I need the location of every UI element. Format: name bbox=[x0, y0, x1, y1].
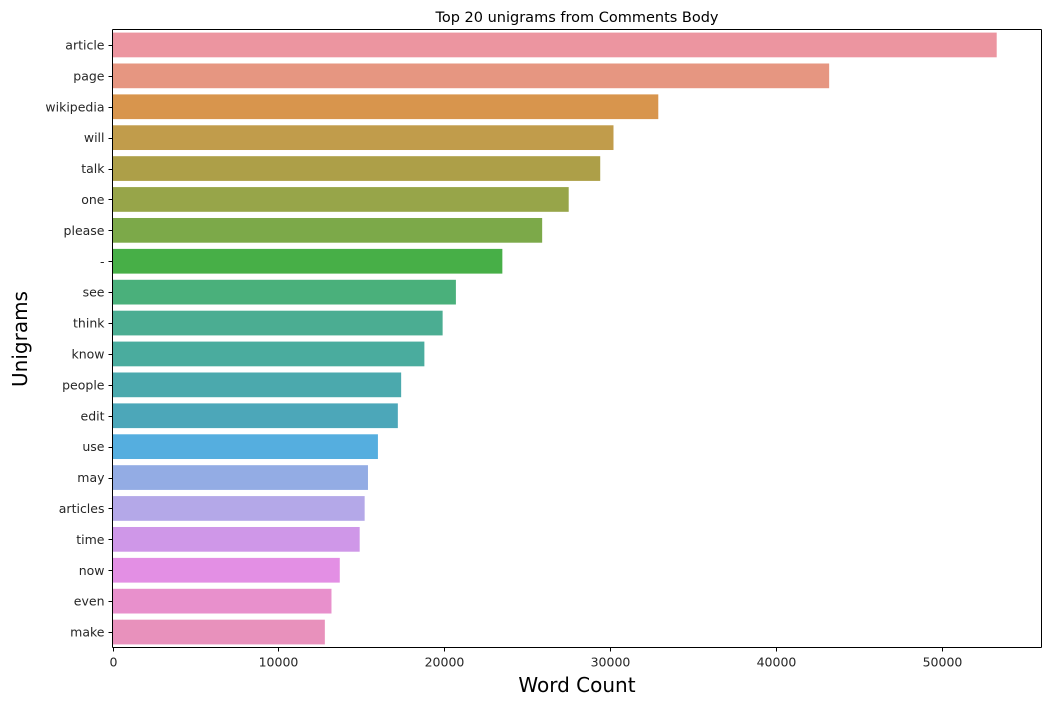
y-tick-label: even bbox=[74, 594, 105, 609]
y-tick-label: talk bbox=[81, 161, 105, 176]
y-tick-label: articles bbox=[59, 501, 105, 516]
bar-17 bbox=[112, 526, 360, 552]
bar-11 bbox=[112, 341, 425, 367]
bar-9 bbox=[112, 279, 456, 305]
bars-layer bbox=[112, 32, 997, 645]
bar-19 bbox=[112, 588, 332, 614]
y-tick-label: page bbox=[73, 68, 105, 83]
bar-12 bbox=[112, 372, 402, 398]
bar-6 bbox=[112, 187, 569, 212]
y-tick-label: use bbox=[82, 439, 104, 454]
x-axis-title: Word Count bbox=[518, 673, 635, 697]
y-tick-label: please bbox=[64, 223, 105, 238]
bar-5 bbox=[112, 156, 601, 181]
y-tick-label: people bbox=[62, 377, 105, 392]
y-tick-label: know bbox=[71, 346, 104, 361]
y-tick-labels: article page wikipedia will talk one please - se… bbox=[45, 37, 113, 640]
bar-4 bbox=[112, 125, 614, 151]
x-tick-label: 20000 bbox=[425, 655, 465, 670]
bar-16 bbox=[112, 496, 365, 521]
bar-10 bbox=[112, 310, 443, 336]
x-tick-label: 40000 bbox=[757, 655, 797, 670]
x-tick-label: 30000 bbox=[591, 655, 631, 670]
bar-8 bbox=[112, 248, 503, 274]
bar-3 bbox=[112, 94, 659, 120]
y-tick-label: article bbox=[65, 37, 105, 52]
chart-title: Top 20 unigrams from Comments Body bbox=[434, 10, 718, 26]
y-tick-label: one bbox=[81, 192, 105, 207]
y-tick-label: see bbox=[83, 285, 105, 300]
y-tick-label: now bbox=[79, 563, 105, 578]
bar-20 bbox=[112, 619, 325, 645]
y-tick-label: may bbox=[77, 470, 105, 485]
y-tick-label: edit bbox=[81, 408, 105, 423]
y-tick-label: time bbox=[76, 532, 105, 547]
bar-15 bbox=[112, 465, 368, 490]
bar-2 bbox=[112, 63, 830, 89]
y-tick-label: think bbox=[73, 316, 105, 331]
x-tick-label: 50000 bbox=[923, 655, 963, 670]
y-tick-label: make bbox=[70, 625, 105, 640]
x-tick-label: 10000 bbox=[259, 655, 299, 670]
x-ticks: 0 10000 20000 30000 40000 50000 bbox=[110, 647, 963, 670]
bar-13 bbox=[112, 403, 398, 429]
bar-7 bbox=[112, 217, 543, 243]
y-axis-title: Unigrams bbox=[8, 291, 32, 387]
y-tick-label: will bbox=[84, 130, 105, 145]
bar-1 bbox=[112, 32, 997, 58]
bar-14 bbox=[112, 434, 378, 460]
y-tick-label: - bbox=[100, 254, 105, 269]
y-tick-label: wikipedia bbox=[45, 99, 104, 114]
bar-18 bbox=[112, 557, 340, 583]
x-tick-label: 0 bbox=[110, 655, 118, 670]
